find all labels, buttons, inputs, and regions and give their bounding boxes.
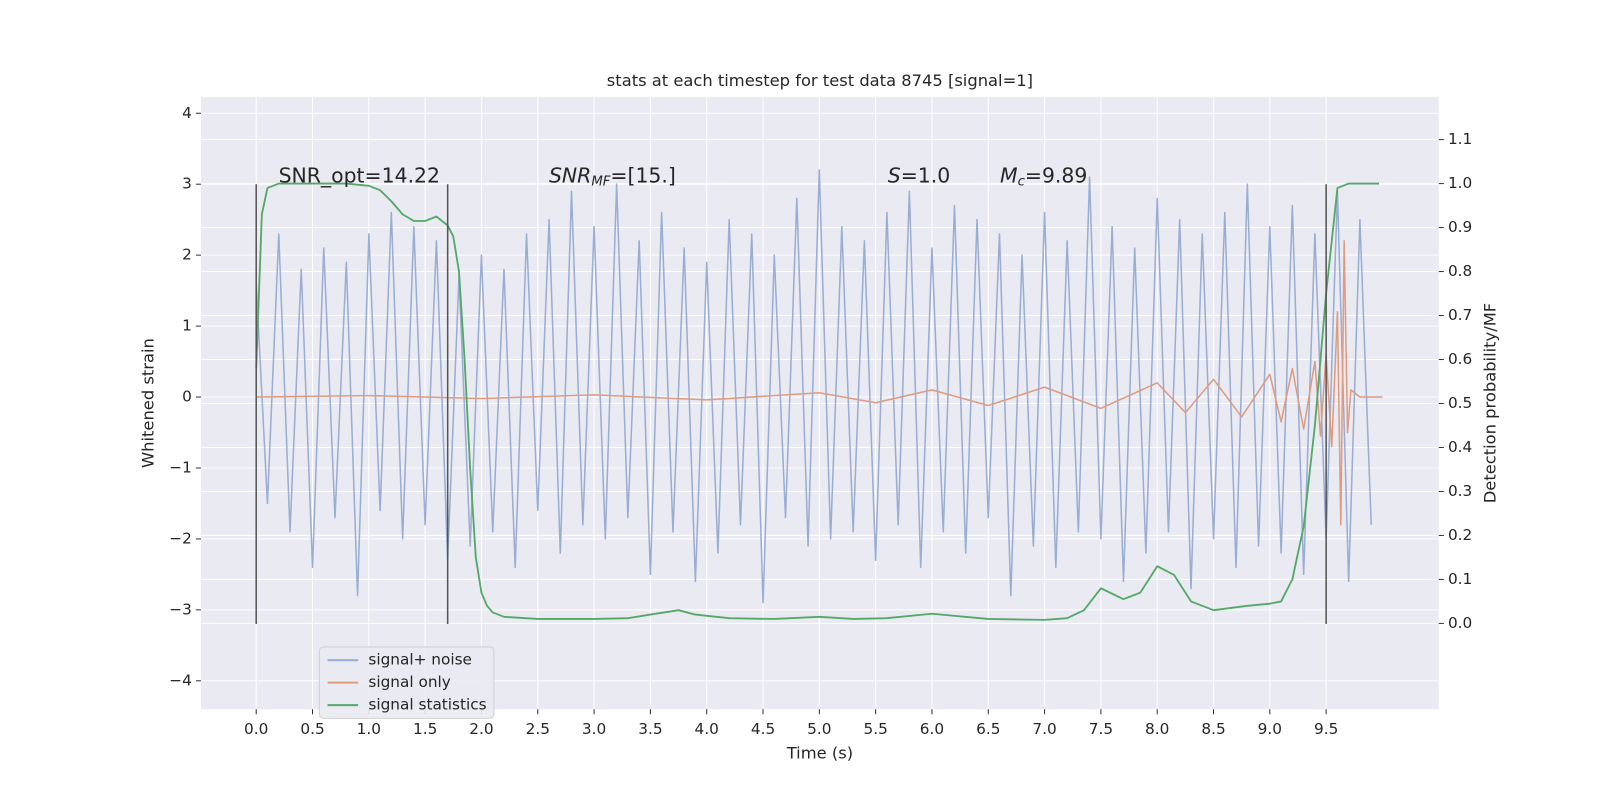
annotation-part: M bbox=[1000, 164, 1018, 188]
x-tick-label: 7.0 bbox=[1032, 720, 1056, 738]
y-tick-label: 3 bbox=[182, 175, 192, 193]
annotation-part: SNR_opt=14.22 bbox=[279, 164, 440, 189]
annotation-part: MF bbox=[591, 175, 610, 190]
legend-box bbox=[318, 646, 495, 719]
x-tick-label: 8.0 bbox=[1145, 720, 1169, 738]
y-tick-label: 4 bbox=[182, 104, 192, 122]
y2-tick-label: 0.3 bbox=[1448, 482, 1472, 500]
x-tick-label: 4.0 bbox=[695, 720, 719, 738]
x-tick-label: 5.0 bbox=[807, 720, 831, 738]
y2-tick-label: 0.4 bbox=[1448, 438, 1472, 456]
y2-tick-label: 0.9 bbox=[1448, 218, 1472, 236]
x-tick-label: 0.0 bbox=[244, 720, 268, 738]
y-tick-label: −4 bbox=[169, 671, 192, 689]
x-tick-label: 7.5 bbox=[1089, 720, 1113, 738]
x-tick-label: 5.5 bbox=[863, 720, 887, 738]
x-tick-label: 3.0 bbox=[582, 720, 606, 738]
x-tick-label: 2.0 bbox=[469, 720, 493, 738]
y2-tick-label: 0.8 bbox=[1448, 262, 1472, 280]
y-tick-label: −2 bbox=[169, 529, 192, 547]
series-line bbox=[256, 240, 1383, 526]
y2-tick-label: 0.7 bbox=[1448, 306, 1472, 324]
legend-label: signal statistics bbox=[368, 696, 486, 714]
plot-root: 0.0 0.5 1.0 1.5 2.0 2.5 3.0 3.5 4.0 4.5 5.0 5.5 6.0 6… bbox=[138, 71, 1499, 762]
annotation-part: S bbox=[888, 164, 901, 188]
annotation-part: SNR bbox=[549, 164, 591, 188]
x-axis-label: Time (s) bbox=[786, 744, 853, 763]
x-tick-label: 3.5 bbox=[638, 720, 662, 738]
y2-tick-label: 0.1 bbox=[1448, 570, 1472, 588]
annotation: S=1.0 bbox=[888, 164, 950, 188]
annotation-part: =1.0 bbox=[901, 164, 951, 188]
x-tick-label: 9.5 bbox=[1314, 720, 1338, 738]
series-line bbox=[255, 169, 1372, 604]
annotation-part: =[15.] bbox=[610, 164, 675, 188]
chart-title: stats at each timestep for test data 874… bbox=[607, 71, 1033, 90]
y-tick-label: 0 bbox=[182, 388, 192, 406]
x-tick-label: 1.0 bbox=[357, 720, 381, 738]
x-tick-label: 4.5 bbox=[751, 720, 775, 738]
x-tick-label: 9.0 bbox=[1258, 720, 1282, 738]
annotation-part: =9.89 bbox=[1025, 164, 1087, 188]
y2-axis-label: Detection probability/MF bbox=[1480, 303, 1499, 503]
x-tick-label: 0.5 bbox=[300, 720, 324, 738]
x-tick-label: 6.5 bbox=[976, 720, 1000, 738]
y2-tick-label: 0.0 bbox=[1448, 614, 1472, 632]
y-tick-label: −1 bbox=[169, 458, 192, 476]
legend-label: signal+ noise bbox=[368, 651, 472, 669]
series-line bbox=[255, 182, 1380, 621]
y-tick-label: −3 bbox=[169, 600, 192, 618]
x-tick-label: 2.5 bbox=[526, 720, 550, 738]
y2-tick-label: 1.0 bbox=[1448, 174, 1472, 192]
y-axis-label: Whitened strain bbox=[138, 338, 157, 468]
annotation: Mc=9.89 bbox=[1000, 164, 1087, 190]
annotation: SNR_opt=14.22 bbox=[279, 164, 440, 189]
annotation-part: c bbox=[1018, 175, 1026, 190]
annotation: SNRMF=[15.] bbox=[549, 164, 676, 190]
y2-tick-label: 0.6 bbox=[1448, 350, 1472, 368]
x-tick-label: 8.5 bbox=[1201, 720, 1225, 738]
y2-tick-label: 1.1 bbox=[1448, 130, 1472, 148]
x-tick-label: 1.5 bbox=[413, 720, 437, 738]
y2-tick-label: 0.5 bbox=[1448, 394, 1472, 412]
x-tick-label: 6.0 bbox=[920, 720, 944, 738]
y2-tick-label: 0.2 bbox=[1448, 526, 1472, 544]
legend-label: signal only bbox=[368, 673, 450, 691]
y-tick-label: 2 bbox=[182, 246, 192, 264]
y-tick-label: 1 bbox=[182, 317, 192, 335]
